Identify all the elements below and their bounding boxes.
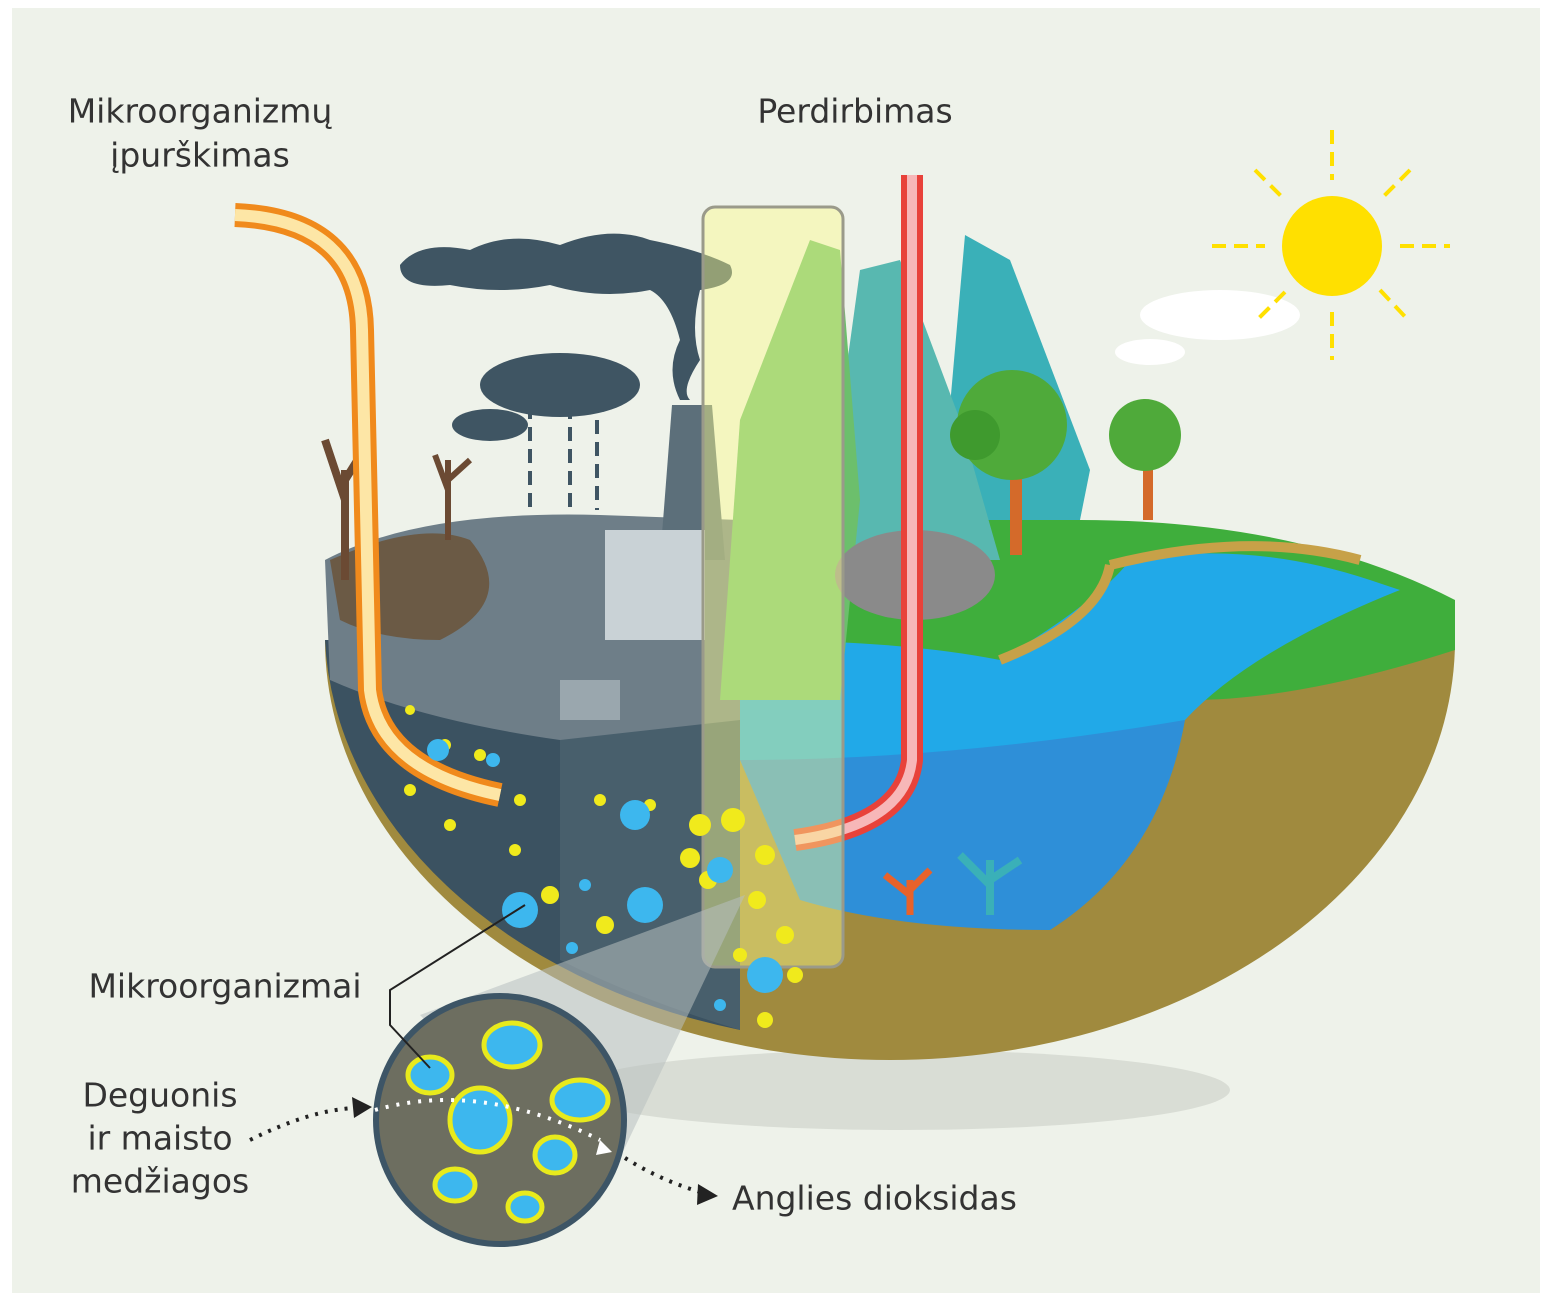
label: Anglies dioksidas — [732, 1179, 1017, 1218]
diagram: Mikroorganizmų įpurškimas Perdirbimas Mi… — [0, 0, 1552, 1298]
label: Deguonis — [82, 1076, 237, 1115]
label: Mikroorganizmų — [68, 92, 333, 131]
label: medžiagos — [71, 1162, 249, 1201]
label: Mikroorganizmai — [88, 967, 361, 1006]
shadow — [570, 1050, 1230, 1130]
label: Perdirbimas — [757, 92, 952, 131]
label: ir maisto — [87, 1119, 232, 1158]
label: įpurškimas — [110, 136, 290, 175]
zoom-circle — [375, 996, 624, 1244]
